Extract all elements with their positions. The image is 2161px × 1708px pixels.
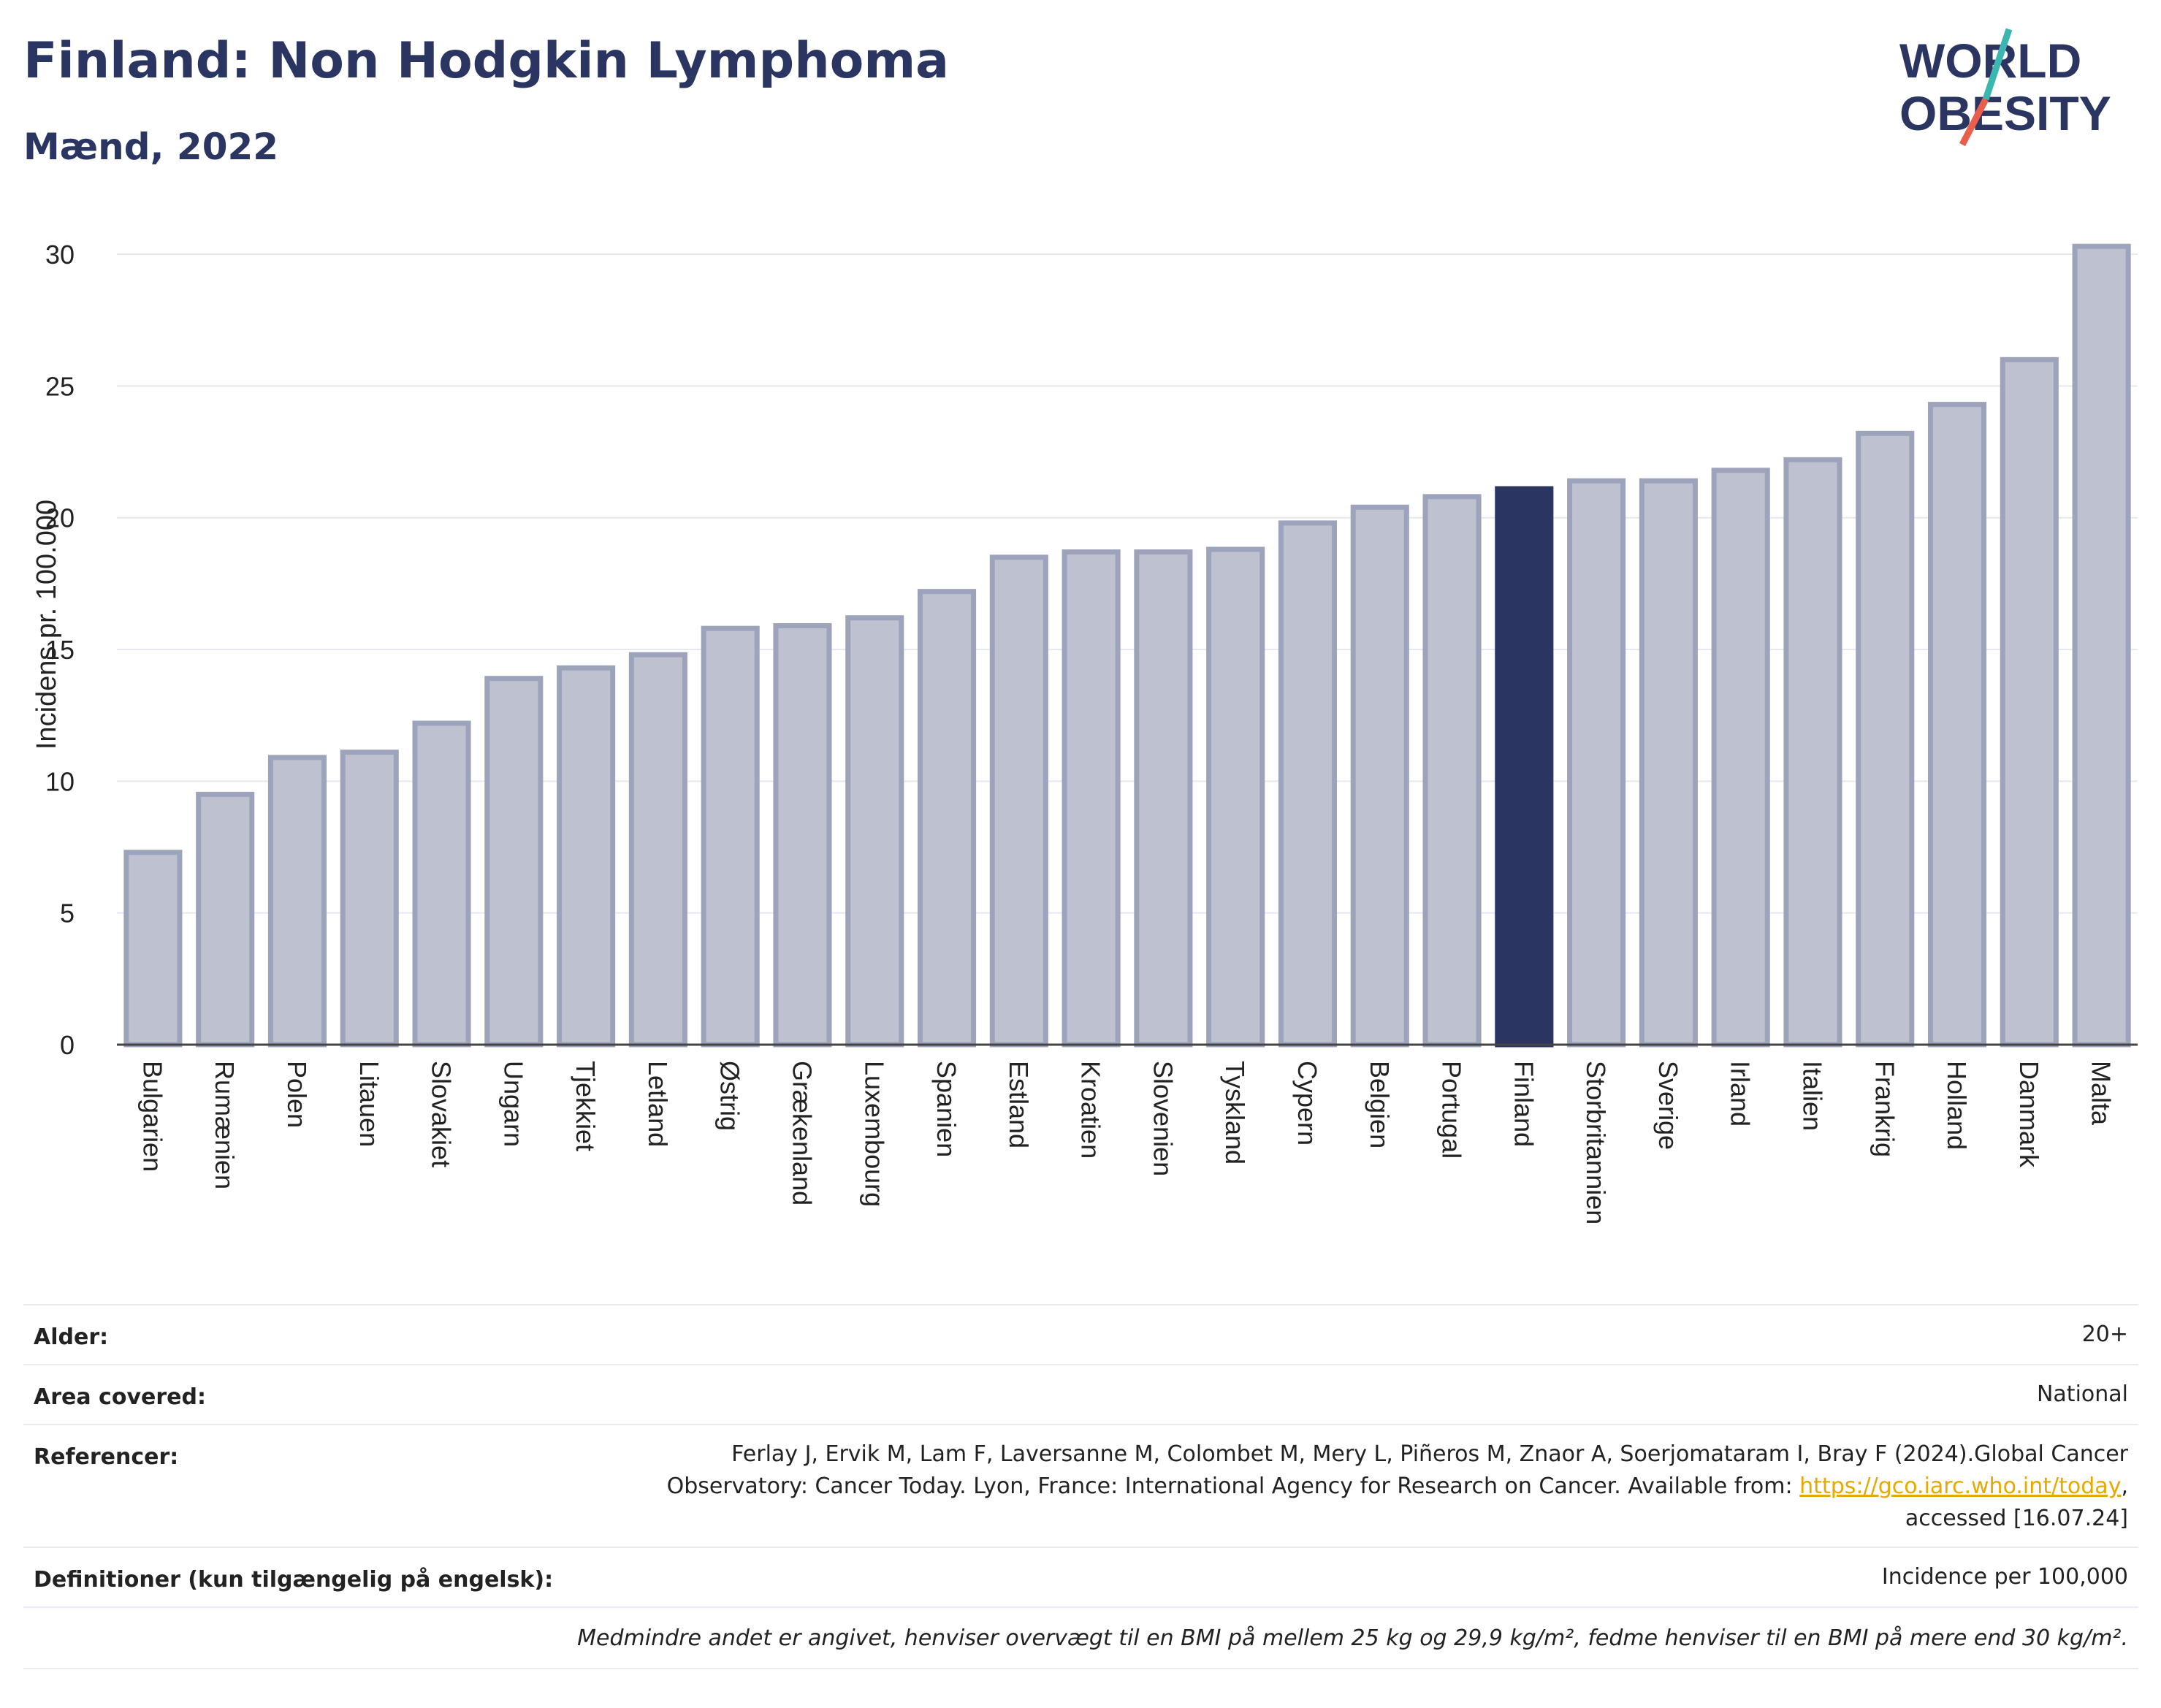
meta-label-references: Referencer: [34,1444,179,1470]
bar-tjekkiet [557,665,616,1048]
x-tick-label: Italien [1797,1061,1827,1131]
x-tick-label: Ungarn [498,1061,528,1147]
bar-sverige [1639,478,1698,1048]
bar-frankrig [1856,430,1915,1048]
meta-row-area: Area covered: National [23,1364,2138,1425]
meta-value-definitions: Incidence per 100,000 [1881,1564,2128,1590]
bar-cypern [1278,520,1338,1048]
meta-value-age: 20+ [2081,1322,2128,1347]
logo-slash-top [1982,28,2013,101]
bar-luxembourg [845,615,904,1048]
x-tick-label: Frankrig [1870,1061,1899,1157]
bar-letland [628,652,687,1048]
y-tick-label: 20 [45,503,75,533]
x-tick-label: Malta [2086,1061,2116,1126]
x-tick-label: Storbritannien [1581,1061,1611,1224]
x-tick-label: Danmark [2014,1061,2044,1168]
bar-tyskland [1206,546,1265,1048]
x-tick-label: Slovenien [1148,1061,1178,1176]
bar-malta [2072,243,2131,1048]
meta-label-age: Alder: [34,1324,109,1350]
bar-ungarn [484,676,544,1048]
bar-kroatien [1062,549,1121,1048]
bar-belgien [1350,504,1409,1048]
x-tick-label: Bulgarien [137,1061,167,1172]
reference-line-2-text: Observatory: Cancer Today. Lyon, France:… [666,1473,1800,1499]
y-tick-label: 10 [45,766,75,796]
y-axis-ticks: 0 5 10 15 20 25 30 [45,240,75,1060]
bar-chart: 0 5 10 15 20 25 30 Bulgarien Rumænien Polen Litau… [31,240,2138,1224]
bar-portugal [1422,494,1482,1048]
x-tick-label: Irland [1726,1061,1756,1126]
bar-estland [989,554,1048,1048]
x-tick-label: Slovakiet [427,1061,457,1167]
bar-bulgarien [123,850,183,1048]
meta-label-definitions: Definitioner (kun tilgængelig på engelsk… [34,1567,554,1593]
y-axis-label: Incidens pr. 100.000 [31,500,62,750]
bar-finland [1495,486,1554,1048]
x-tick-label: Grækenland [787,1061,817,1205]
bar-holland [1927,402,1987,1048]
y-tick-label: 5 [60,899,75,929]
meta-row-footnote: Medmindre andet er angivet, henviser ove… [23,1606,2138,1669]
y-tick-label: 25 [45,371,75,401]
x-tick-label: Portugal [1437,1061,1467,1159]
bar-grækenland [773,623,832,1048]
footnote: Medmindre andet er angivet, henviser ove… [577,1625,2128,1651]
x-tick-label: Rumænien [210,1061,240,1189]
x-tick-label: Holland [1942,1061,1972,1150]
x-tick-label: Luxembourg [859,1061,889,1207]
bar-irland [1711,468,1770,1048]
x-tick-label: Litauen [354,1061,384,1147]
bar-slovakiet [412,720,471,1048]
x-tick-label: Cypern [1292,1061,1322,1145]
bar-rumænien [196,791,255,1048]
x-tick-label: Polen [282,1061,312,1128]
x-tick-label: Tjekkiet [571,1061,601,1151]
reference-line-1: Ferlay J, Ervik M, Lam F, Laversanne M, … [731,1441,2128,1467]
meta-value-area: National [2036,1381,2128,1407]
bars [117,243,2138,1048]
chart-subtitle: Mænd, 2022 [23,126,279,168]
y-tick-label: 15 [45,635,75,665]
logo-slash-bottom [1959,97,1989,147]
bar-polen [267,755,327,1048]
x-tick-label: Estland [1004,1061,1034,1148]
x-tick-label: Østrig [715,1061,745,1131]
bar-slovenien [1134,549,1193,1048]
x-axis-ticks: Bulgarien Rumænien Polen Litauen Slovakiet Un… [137,1061,2116,1224]
reference-line-3: accessed [16.07.24] [1905,1506,2128,1531]
meta-row-references: Referencer: Ferlay J, Ervik M, Lam F, La… [23,1424,2138,1548]
x-tick-label: Sverige [1653,1061,1683,1150]
x-tick-label: Letland [643,1061,673,1147]
metadata-table: Alder: 20+ Area covered: National Refere… [23,1304,2138,1669]
reference-line-2-end: , [2121,1473,2128,1499]
meta-label-area: Area covered: [34,1384,206,1410]
bar-danmark [2000,357,2059,1048]
bar-italien [1783,457,1842,1048]
chart-title: Finland: Non Hodgkin Lymphoma [23,32,950,90]
y-tick-label: 0 [60,1030,75,1060]
reference-link[interactable]: https://gco.iarc.who.int/today [1799,1473,2122,1499]
x-tick-label: Belgien [1365,1061,1395,1148]
reference-line-2: Observatory: Cancer Today. Lyon, France:… [667,1471,2128,1503]
x-tick-label: Tyskland [1220,1061,1250,1164]
x-tick-label: Finland [1509,1061,1539,1147]
meta-row-definitions: Definitioner (kun tilgængelig på engelsk… [23,1547,2138,1608]
bar-storbritannien [1567,478,1626,1048]
meta-row-age: Alder: 20+ [23,1304,2138,1365]
bar-litauen [340,750,399,1048]
x-tick-label: Kroatien [1076,1061,1106,1159]
x-tick-label: Spanien [931,1061,961,1157]
logo-text-obesity: OBESITY [1899,86,2111,140]
bar-østrig [701,625,760,1048]
y-tick-label: 30 [45,240,75,270]
world-obesity-logo: WORLD OBESITY [1899,28,2111,147]
meta-value-references: Ferlay J, Ervik M, Lam F, Laversanne M, … [667,1438,2128,1535]
bar-spanien [917,589,977,1048]
